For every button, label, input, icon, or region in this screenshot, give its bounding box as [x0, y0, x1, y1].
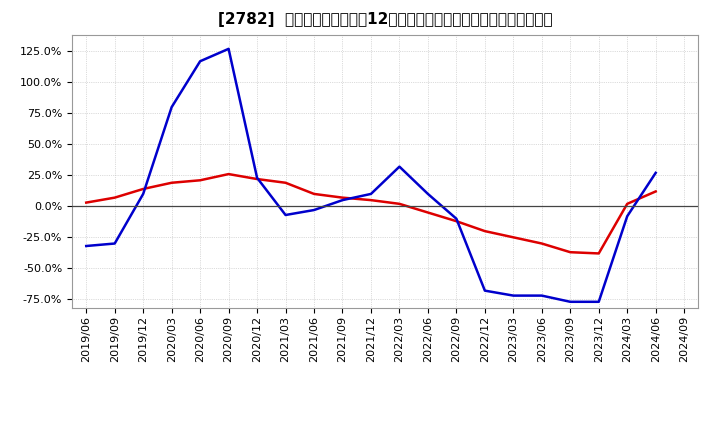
営業CF [509, 235, 518, 240]
フリーCF [167, 104, 176, 110]
フリーCF [652, 170, 660, 176]
フリーCF [282, 213, 290, 218]
営業CF [537, 241, 546, 246]
営業CF [167, 180, 176, 185]
営業CF [395, 201, 404, 206]
営業CF [139, 186, 148, 191]
フリーCF [423, 191, 432, 197]
営業CF [595, 251, 603, 256]
フリーCF [566, 299, 575, 304]
営業CF [253, 176, 261, 182]
フリーCF [139, 191, 148, 197]
営業CF [623, 201, 631, 206]
営業CF [310, 191, 318, 197]
営業CF [452, 219, 461, 224]
営業CF [110, 195, 119, 200]
営業CF [366, 198, 375, 203]
営業CF [652, 189, 660, 194]
営業CF [225, 172, 233, 177]
フリーCF [196, 59, 204, 64]
営業CF [282, 180, 290, 185]
営業CF [480, 228, 489, 234]
Line: フリーCF: フリーCF [86, 49, 656, 302]
営業CF [196, 178, 204, 183]
フリーCF [338, 198, 347, 203]
営業CF [82, 200, 91, 205]
フリーCF [253, 175, 261, 180]
フリーCF [623, 213, 631, 219]
フリーCF [82, 243, 91, 249]
フリーCF [366, 191, 375, 197]
フリーCF [310, 207, 318, 213]
営業CF [566, 249, 575, 255]
フリーCF [452, 216, 461, 221]
フリーCF [480, 288, 489, 293]
フリーCF [225, 46, 233, 51]
営業CF [423, 210, 432, 215]
営業CF [338, 195, 347, 200]
フリーCF [595, 299, 603, 304]
Line: 営業CF: 営業CF [86, 174, 656, 253]
Title: [2782]  キャッシュフローの12か月移動合計の対前年同期増減率の推移: [2782] キャッシュフローの12か月移動合計の対前年同期増減率の推移 [218, 12, 552, 27]
フリーCF [509, 293, 518, 298]
フリーCF [537, 293, 546, 298]
フリーCF [110, 241, 119, 246]
フリーCF [395, 164, 404, 169]
